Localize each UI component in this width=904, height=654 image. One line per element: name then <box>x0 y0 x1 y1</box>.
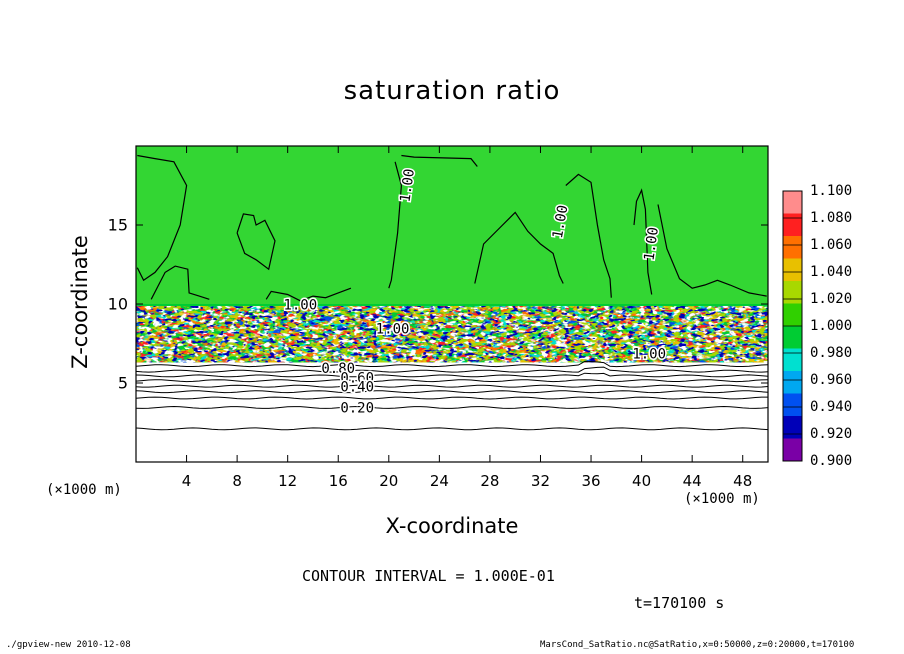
contour-1 <box>136 154 188 282</box>
colorbar: 0.900 0.920 0.940 0.960 0.980 1.000 1.020 1.040… <box>782 183 852 469</box>
y-tick-label: 5 <box>118 374 128 393</box>
x-unit-label-left: (×1000 m) <box>46 482 122 498</box>
contour-1 <box>633 188 653 295</box>
contour-1 <box>401 154 478 167</box>
contour-label: 1.00 <box>376 321 410 337</box>
contour-label: 1.00 <box>641 226 662 262</box>
contour-0.4 <box>136 390 768 394</box>
y-axis: 5 10 15 <box>108 216 768 393</box>
colorbar-swatch <box>783 438 802 461</box>
colorbar-swatch <box>783 281 802 304</box>
colorbar-swatch <box>783 326 802 349</box>
plot-area: 1.001.001.001.001.001.000.800.600.400.20 <box>136 146 768 462</box>
program-footer: ./gpview-new 2010-12-08 <box>6 640 131 650</box>
x-tick-label: 44 <box>683 472 702 490</box>
colorbar-swatch <box>783 236 802 259</box>
x-axis: 4 8 12 16 20 24 28 32 36 40 44 48 <box>182 146 752 490</box>
colorbar-label: 0.940 <box>810 399 852 415</box>
contour-1 <box>565 173 612 298</box>
time-label: t=170100 s <box>634 594 725 612</box>
lower-field <box>136 362 768 462</box>
contour-1 <box>236 213 276 271</box>
x-tick-label: 20 <box>379 472 398 490</box>
contour-0.3 <box>136 396 768 400</box>
contour-label: 1.00 <box>397 168 418 204</box>
contour-0.7 <box>136 372 768 378</box>
colorbar-label: 0.980 <box>810 345 852 361</box>
x-tick-label: 8 <box>232 472 242 490</box>
contour-1 <box>265 287 352 302</box>
cloud-layer <box>136 304 768 363</box>
contour-0.2 <box>136 405 768 409</box>
contour-label: 1.00 <box>632 347 666 363</box>
x-unit-label-right: (×1000 m) <box>684 491 760 507</box>
y-tick-label: 15 <box>108 216 128 235</box>
colorbar-label: 1.020 <box>810 291 852 307</box>
colorbar-swatch <box>783 416 802 439</box>
colorbar-swatch <box>783 303 802 326</box>
contour-1 <box>150 265 210 300</box>
colorbar-swatch <box>783 393 802 416</box>
colorbar-swatch <box>783 213 802 236</box>
x-tick-label: 16 <box>329 472 348 490</box>
x-tick-label: 24 <box>430 472 449 490</box>
y-tick-label: 10 <box>108 295 128 314</box>
source-footer: MarsCond_SatRatio.nc@SatRatio,x=0:50000,… <box>540 640 855 650</box>
colorbar-swatch <box>783 258 802 281</box>
colorbar-swatch <box>783 348 802 371</box>
colorbar-label: 1.040 <box>810 264 852 280</box>
x-tick-label: 40 <box>632 472 651 490</box>
x-tick-label: 12 <box>278 472 297 490</box>
cloud-speckle <box>136 306 768 363</box>
colorbar-label: 1.060 <box>810 237 852 253</box>
colorbar-label: 0.960 <box>810 372 852 388</box>
contour-1 <box>388 161 403 289</box>
colorbar-swatch <box>783 371 802 394</box>
contour-0.6 <box>136 379 768 383</box>
chart-title: saturation ratio <box>343 76 561 106</box>
colorbar-label: 0.920 <box>810 426 852 442</box>
contour-0.9 <box>136 360 768 368</box>
contour-0.1 <box>136 427 768 431</box>
colorbar-label: 1.000 <box>810 318 852 334</box>
contour-label: 0.20 <box>340 400 374 416</box>
x-tick-label: 48 <box>733 472 752 490</box>
x-axis-label: X-coordinate <box>385 514 519 538</box>
colorbar-label: 1.100 <box>810 183 852 199</box>
colorbar-label: 1.080 <box>810 210 852 226</box>
contour-1 <box>474 211 564 284</box>
x-tick-label: 4 <box>182 472 192 490</box>
colorbar-swatch <box>783 191 802 214</box>
contour-0.8 <box>136 366 768 373</box>
contour-1 <box>657 204 767 297</box>
contour-label: 0.80 <box>321 361 355 377</box>
contour-label: 0.40 <box>340 380 374 396</box>
contour-label: 0.60 <box>340 370 374 386</box>
contour-interval-text: CONTOUR INTERVAL = 1.000E-01 <box>302 567 555 585</box>
x-tick-label: 32 <box>531 472 550 490</box>
y-axis-label: Z-coordinate <box>68 235 92 369</box>
colorbar-label: 0.900 <box>810 453 852 469</box>
contour-lines <box>136 154 768 431</box>
x-tick-label: 36 <box>581 472 600 490</box>
x-tick-label: 28 <box>480 472 499 490</box>
contour-0.5 <box>136 384 768 388</box>
contour-label: 1.00 <box>283 298 317 314</box>
